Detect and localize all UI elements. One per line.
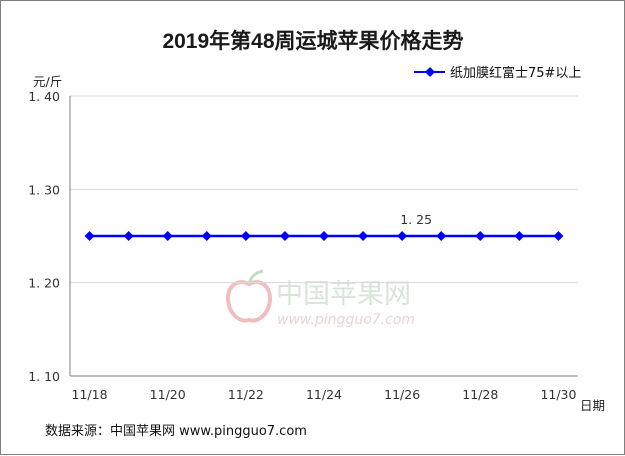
data-point: [84, 231, 95, 241]
data-point: [319, 231, 329, 241]
y-axis-unit: 元/斤: [33, 74, 62, 89]
data-point: [201, 231, 212, 241]
data-point: [475, 231, 486, 241]
x-tick-label: 11/24: [306, 387, 342, 402]
y-tick-label: 1. 20: [28, 276, 60, 291]
legend-label: 纸加膜红富士75#以上: [450, 65, 581, 81]
source-note: 数据来源：中国苹果网 www.pingguo7.com: [45, 424, 307, 439]
data-point: [123, 231, 134, 241]
x-tick-label: 11/26: [384, 387, 420, 402]
y-tick-label: 1. 40: [28, 89, 60, 104]
legend: 纸加膜红富士75#以上: [414, 65, 581, 81]
data-point: [553, 231, 564, 241]
x-tick-label: 11/28: [462, 387, 498, 402]
apple-logo-icon: [225, 269, 273, 323]
data-point: [436, 231, 447, 241]
data-point: [162, 231, 173, 241]
data-label: 1. 25: [400, 212, 432, 227]
data-point: [240, 231, 251, 241]
y-tick-label: 1. 30: [28, 182, 60, 197]
data-point: [397, 231, 408, 241]
watermark: 中国苹果网 www.pingguo7.com: [225, 269, 415, 328]
y-tick-labels: 1. 10 1. 20 1. 30 1. 40: [28, 89, 60, 384]
x-tick-label: 11/22: [228, 387, 264, 402]
series-layer: 1. 25: [84, 212, 564, 241]
data-point: [358, 231, 369, 241]
y-tick-label: 1. 10: [28, 369, 60, 384]
x-tick-labels: 11/18 11/20 11/22 11/24 11/26 11/28 11/30: [72, 387, 577, 402]
data-point: [279, 231, 290, 241]
chart-title: 2019年第48周运城苹果价格走势: [162, 29, 463, 53]
x-tick-label: 11/30: [540, 387, 576, 402]
watermark-url: www.pingguo7.com: [277, 312, 415, 328]
gridlines: [69, 95, 578, 377]
legend-marker: [425, 67, 435, 77]
x-tick-label: 11/18: [72, 387, 108, 402]
data-point: [514, 231, 525, 241]
x-tick-label: 11/20: [150, 387, 186, 402]
x-axis-label: 日期: [580, 398, 605, 413]
watermark-text: 中国苹果网: [276, 279, 411, 310]
